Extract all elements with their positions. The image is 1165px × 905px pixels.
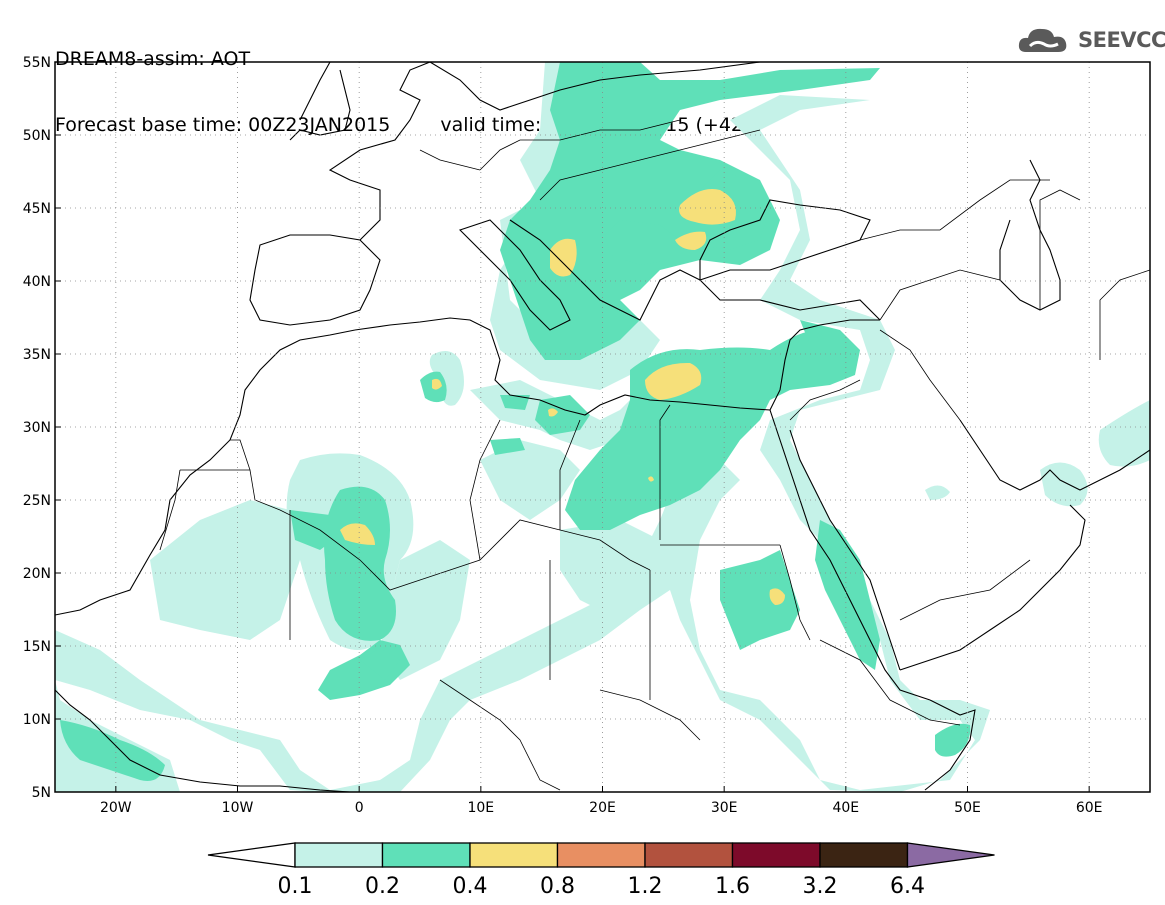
logo-text: SEEVCCC (1078, 28, 1165, 52)
coast-red-sea-west (769, 409, 931, 701)
colorbar-level-label: 0.2 (365, 874, 400, 899)
aot-field (55, 62, 1150, 792)
lon-tick-label: 50E (954, 800, 981, 816)
lon-tick-label: 20W (100, 800, 132, 816)
seevccc-logo: SEEVCCC (1016, 22, 1165, 58)
coast-horn-africa (924, 699, 976, 791)
colorbar-level-label: 3.2 (803, 874, 838, 899)
lat-tick-label: 55N (23, 55, 51, 71)
coast-uk (289, 62, 351, 141)
coast-red-sea-east (789, 429, 901, 671)
coast-north-africa (354, 317, 771, 416)
lon-tick-label: 40E (832, 800, 859, 816)
coast-balkans (509, 219, 701, 321)
coast-france-uk (328, 62, 431, 241)
coast-arabia-south (899, 504, 1086, 671)
lat-tick-label: 5N (32, 785, 51, 801)
lon-tick-label: 60E (1076, 800, 1103, 816)
colorbar-level-label: 6.4 (890, 874, 925, 899)
colorbar-band (819, 842, 909, 868)
colorbar-level-label: 0.1 (278, 874, 313, 899)
base-time: Forecast base time: 00Z23JAN2015 (55, 114, 391, 136)
colorbar-band (644, 842, 734, 868)
colorbar-band (469, 842, 559, 868)
lon-tick-label: 0 (355, 800, 364, 816)
aot-level-0.4 (340, 189, 785, 605)
colorbar-band (556, 842, 646, 868)
lat-tick-label: 45N (23, 201, 51, 217)
lon-tick-label: 30E (711, 800, 738, 816)
lat-tick-label: 30N (23, 420, 51, 436)
colorbar-band (731, 842, 821, 868)
colorbar-band (294, 842, 384, 868)
coast-turkey (699, 279, 881, 321)
coast-north-europe (429, 62, 761, 111)
lat-tick-label: 10N (23, 712, 51, 728)
lon-tick-label: 20E (589, 800, 616, 816)
colorbar-over-arrow (906, 842, 995, 868)
colorbar-band (381, 842, 471, 868)
lat-tick-label: 15N (23, 639, 51, 655)
lon-tick-label: 10W (222, 800, 254, 816)
coast-levant (769, 319, 880, 411)
colorbar-level-label: 0.8 (540, 874, 575, 899)
coast-italy (458, 219, 571, 331)
colorbar-under-arrow (207, 842, 296, 868)
coast-west-africa (55, 329, 356, 616)
coast-gulf-guinea (55, 689, 351, 792)
lat-tick-label: 25N (23, 493, 51, 509)
graticule (55, 62, 1150, 792)
lat-tick-labels: 55N 50N 45N 40N 35N 30N 25N 20N 15N 10N 5N (23, 55, 61, 801)
coast-iberia (249, 234, 381, 326)
colorbar-level-label: 1.2 (628, 874, 663, 899)
lon-tick-labels: 20W 10W 0 10E 20E 30E 40E 50E 60E (100, 786, 1103, 816)
lat-tick-label: 20N (23, 566, 51, 582)
colorbar-level-label: 1.6 (715, 874, 750, 899)
title-line1: DREAM8-assim: AOT (55, 48, 251, 70)
coast-gulf (959, 419, 1150, 491)
colorbar-level-label: 0.4 (453, 874, 488, 899)
coastlines (55, 62, 1150, 792)
cloud-icon (1018, 28, 1067, 52)
lon-tick-label: 10E (467, 800, 494, 816)
coast-black-sea (699, 199, 871, 281)
colorbar: 0.1 0.2 0.4 0.8 1.2 1.6 3.2 6.4 (207, 842, 995, 899)
lat-tick-label: 35N (23, 347, 51, 363)
coast-caspian (999, 159, 1061, 311)
lat-tick-label: 50N (23, 128, 51, 144)
lat-tick-label: 40N (23, 274, 51, 290)
